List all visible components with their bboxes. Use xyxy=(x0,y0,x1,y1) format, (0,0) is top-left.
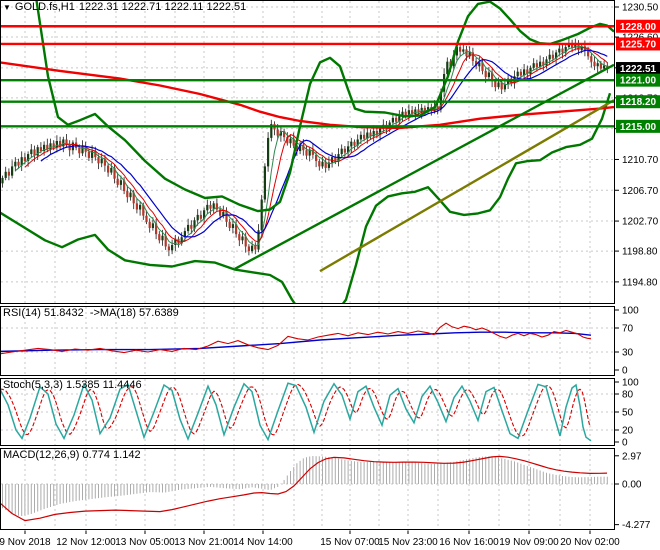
svg-text:100: 100 xyxy=(622,378,639,389)
svg-text:0: 0 xyxy=(622,438,628,449)
svg-text:12 Nov 12:00: 12 Nov 12:00 xyxy=(56,537,116,548)
svg-text:1202.70: 1202.70 xyxy=(622,217,659,228)
svg-text:80: 80 xyxy=(622,390,634,401)
svg-text:1228.00: 1228.00 xyxy=(620,22,657,33)
svg-text:50: 50 xyxy=(622,408,634,419)
price-badge-1228.00: 1228.00 xyxy=(616,19,660,33)
svg-text:0: 0 xyxy=(622,366,628,377)
svg-text:1210.70: 1210.70 xyxy=(622,155,659,166)
svg-text:15 Nov 07:00: 15 Nov 07:00 xyxy=(320,537,380,548)
svg-text:19 Nov 09:00: 19 Nov 09:00 xyxy=(499,537,559,548)
svg-text:1206.70: 1206.70 xyxy=(622,186,659,197)
svg-text:14 Nov 14:00: 14 Nov 14:00 xyxy=(233,537,293,548)
svg-text:16 Nov 16:00: 16 Nov 16:00 xyxy=(439,537,499,548)
svg-text:1198.80: 1198.80 xyxy=(622,247,658,258)
svg-text:1222.51: 1222.51 xyxy=(620,64,657,75)
price-badge-1215.00: 1215.00 xyxy=(616,119,660,133)
svg-text:-4.277: -4.277 xyxy=(622,520,651,531)
svg-text:1215.00: 1215.00 xyxy=(620,122,657,133)
svg-text:70: 70 xyxy=(622,324,634,335)
svg-text:1221.00: 1221.00 xyxy=(620,76,657,87)
price-badge-1225.70: 1225.70 xyxy=(616,37,660,51)
svg-text:1218.20: 1218.20 xyxy=(620,97,657,108)
svg-text:30: 30 xyxy=(622,348,634,359)
svg-text:1194.80: 1194.80 xyxy=(622,277,658,288)
price-badge-1222.51: 1222.51 xyxy=(616,62,660,75)
svg-text:0.00: 0.00 xyxy=(622,480,642,491)
price-badge-1221.00: 1221.00 xyxy=(616,73,660,87)
price-badge-1218.20: 1218.20 xyxy=(616,95,660,109)
svg-text:20: 20 xyxy=(622,426,634,437)
svg-text:13 Nov 21:00: 13 Nov 21:00 xyxy=(174,537,234,548)
svg-text:9 Nov 2018: 9 Nov 2018 xyxy=(0,537,51,548)
svg-text:20 Nov 02:00: 20 Nov 02:00 xyxy=(560,537,620,548)
svg-text:1225.70: 1225.70 xyxy=(620,39,657,50)
svg-text:15 Nov 23:00: 15 Nov 23:00 xyxy=(378,537,438,548)
svg-text:1230.50: 1230.50 xyxy=(622,3,659,14)
svg-text:2.97: 2.97 xyxy=(622,451,642,462)
header-expander-icon[interactable]: ▼ xyxy=(3,2,11,12)
svg-text:13 Nov 05:00: 13 Nov 05:00 xyxy=(115,537,175,548)
svg-text:100: 100 xyxy=(622,306,639,317)
